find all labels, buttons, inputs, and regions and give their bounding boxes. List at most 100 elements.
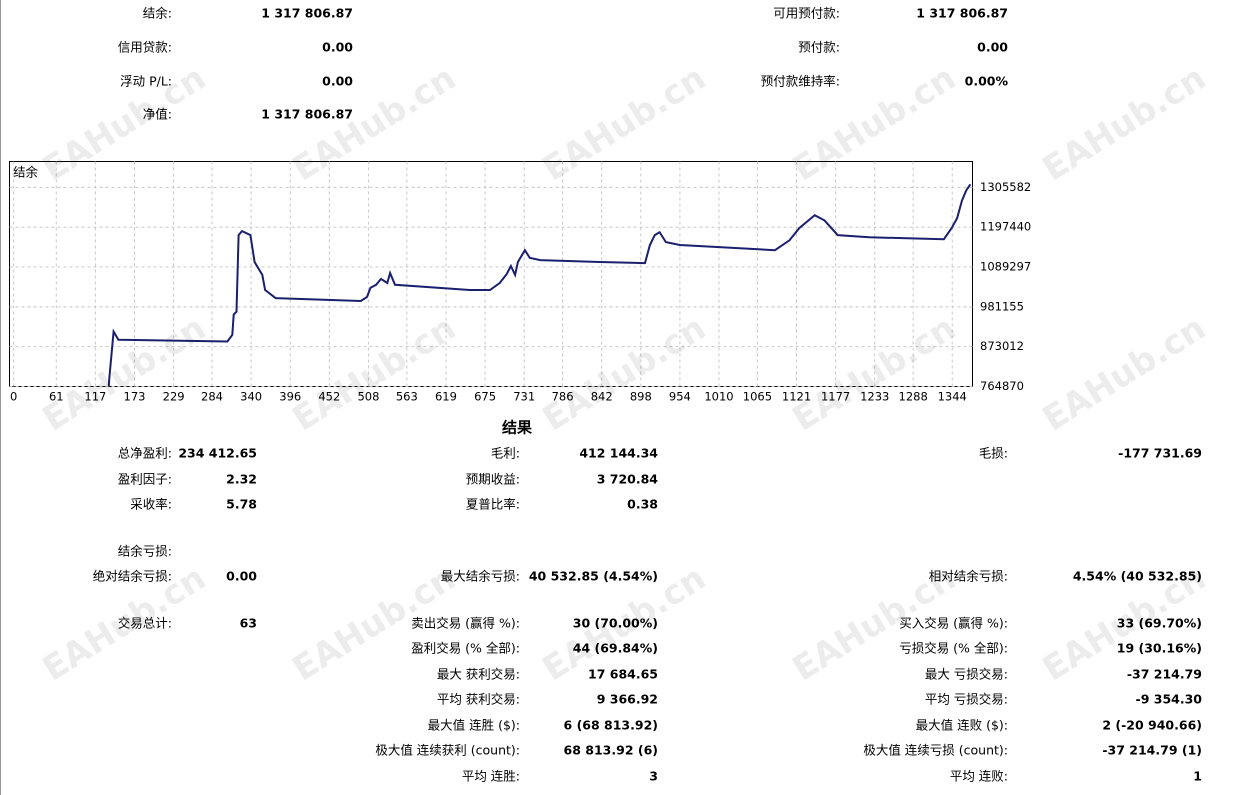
y-tick-label: 764870 (980, 379, 1024, 393)
y-tick-label: 1305582 (980, 180, 1031, 194)
result-label: 最大值 连胜 ($): (428, 718, 520, 733)
summary-value: 0.00 (977, 40, 1008, 55)
x-tick-label: 117 (84, 390, 106, 404)
x-tick-label: 1177 (821, 390, 850, 404)
result-value: 68 813.92 (6) (564, 743, 658, 758)
summary-label: 可用预付款: (773, 6, 840, 21)
result-value: -177 731.69 (1118, 446, 1202, 461)
y-tick-label: 1089297 (980, 260, 1031, 274)
result-label: 盈利因子: (118, 472, 172, 487)
x-tick-label: 229 (163, 390, 185, 404)
x-tick-label: 1010 (704, 390, 733, 404)
result-value: 33 (69.70%) (1117, 616, 1202, 631)
x-tick-label: 954 (669, 390, 691, 404)
result-label: 平均 亏损交易: (925, 692, 1008, 707)
result-value: 0.00 (226, 569, 257, 584)
result-label: 最大 亏损交易: (925, 667, 1008, 682)
result-value: 6 (68 813.92) (564, 718, 658, 733)
result-label: 买入交易 (赢得 %): (899, 616, 1008, 631)
result-label: 最大值 连败 ($): (916, 718, 1008, 733)
summary-value: 0.00 (322, 74, 353, 89)
x-tick-label: 1065 (743, 390, 772, 404)
summary-label: 信用贷款: (118, 40, 172, 55)
result-value: 2.32 (226, 472, 257, 487)
result-value: 4.54% (40 532.85) (1073, 569, 1202, 584)
y-tick-label: 1197440 (980, 220, 1031, 234)
result-label: 夏普比率: (466, 497, 520, 512)
result-label: 毛损: (979, 446, 1008, 461)
summary-label: 浮动 P/L: (120, 74, 172, 89)
result-value: 3 (649, 769, 658, 784)
result-label: 预期收益: (466, 472, 520, 487)
result-value: 412 144.34 (579, 446, 658, 461)
x-tick-label: 173 (124, 390, 146, 404)
x-tick-label: 508 (357, 390, 379, 404)
x-tick-label: 731 (513, 390, 535, 404)
balance-line (107, 183, 972, 387)
result-label: 平均 连胜: (462, 769, 520, 784)
result-value: -37 214.79 (1127, 667, 1202, 682)
watermark: EAHub.cn (1036, 308, 1213, 439)
summary-value: 1 317 806.87 (261, 6, 353, 21)
y-tick-label: 873012 (980, 339, 1024, 353)
x-tick-label: 1344 (938, 390, 967, 404)
result-value: 3 720.84 (597, 472, 659, 487)
result-value: 2 (-20 940.66) (1102, 718, 1202, 733)
result-value: 44 (69.84%) (573, 641, 658, 656)
result-value: 19 (30.16%) (1117, 641, 1202, 656)
result-label: 极大值 连续获利 (count): (375, 743, 520, 758)
result-value: 0.38 (627, 497, 658, 512)
results-title: 结果 (502, 419, 533, 437)
x-tick-label: 786 (552, 390, 574, 404)
result-value: -9 354.30 (1136, 692, 1203, 707)
x-tick-label: 1233 (860, 390, 889, 404)
result-label: 最大 获利交易: (437, 667, 520, 682)
result-label: 采收率: (130, 497, 172, 512)
result-label: 亏损交易 (% 全部): (899, 641, 1008, 656)
x-tick-label: 452 (318, 390, 340, 404)
result-value: 9 366.92 (597, 692, 658, 707)
x-tick-label: 675 (474, 390, 496, 404)
result-label: 绝对结余亏损: (93, 569, 172, 584)
x-tick-label: 284 (201, 390, 223, 404)
result-label: 盈利交易 (% 全部): (411, 641, 520, 656)
result-value: 63 (240, 616, 257, 631)
result-value: 30 (70.00%) (573, 616, 658, 631)
summary-label: 净值: (143, 107, 172, 122)
result-value: 1 (1193, 769, 1202, 784)
x-tick-label: 619 (435, 390, 457, 404)
watermark: EAHub.cn (1036, 58, 1213, 189)
summary-value: 1 317 806.87 (261, 107, 353, 122)
result-label: 卖出交易 (赢得 %): (411, 616, 520, 631)
result-value: 17 684.65 (588, 667, 658, 682)
x-tick-label: 898 (630, 390, 652, 404)
result-label: 结余亏损: (118, 544, 172, 559)
summary-label: 预付款维持率: (761, 74, 840, 89)
summary-label: 预付款: (798, 40, 840, 55)
result-label: 最大结余亏损: (441, 569, 520, 584)
result-value: -37 214.79 (1) (1102, 743, 1202, 758)
result-value: 234 412.65 (178, 446, 257, 461)
x-tick-label: 61 (49, 390, 64, 404)
result-label: 毛利: (491, 446, 520, 461)
summary-value: 0.00% (965, 74, 1009, 89)
result-label: 总净盈利: (118, 446, 172, 461)
x-tick-label: 1288 (899, 390, 928, 404)
summary-value: 1 317 806.87 (916, 6, 1008, 21)
result-label: 相对结余亏损: (929, 569, 1008, 584)
x-tick-label: 396 (279, 390, 301, 404)
result-label: 极大值 连续亏损 (count): (863, 743, 1008, 758)
summary-label: 结余: (143, 6, 172, 21)
x-tick-label: 842 (591, 390, 613, 404)
result-value: 40 532.85 (4.54%) (529, 569, 658, 584)
result-label: 交易总计: (118, 616, 172, 631)
x-tick-label: 0 (10, 390, 17, 404)
result-value: 5.78 (226, 497, 257, 512)
result-label: 平均 获利交易: (437, 692, 520, 707)
x-tick-label: 1121 (782, 390, 811, 404)
x-tick-label: 340 (240, 390, 262, 404)
result-label: 平均 连败: (950, 769, 1008, 784)
summary-value: 0.00 (322, 40, 353, 55)
